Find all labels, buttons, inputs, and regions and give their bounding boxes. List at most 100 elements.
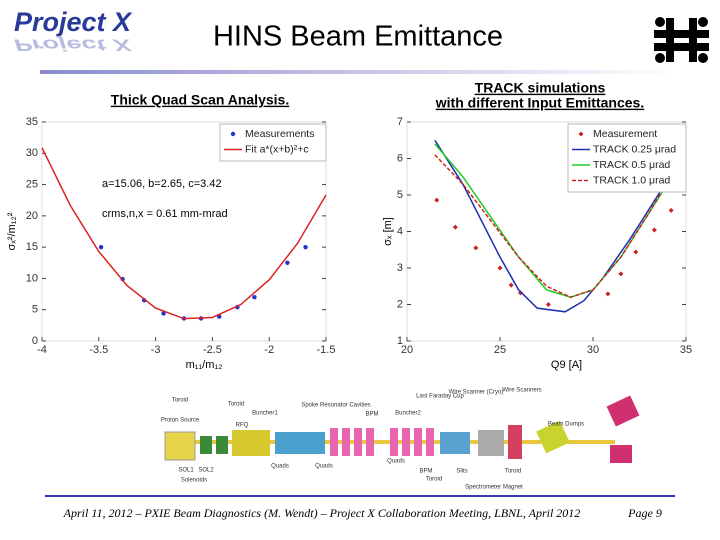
x-tick-label: 20 (401, 344, 413, 356)
plot-area (41, 121, 327, 342)
data-point (303, 244, 308, 250)
x-tick-label: -3.5 (89, 344, 108, 356)
quads (440, 432, 470, 454)
diagram-label: Buncher2 (395, 411, 421, 417)
x-axis-label: Q9 [A] (551, 359, 582, 371)
diagram-label: Quads (315, 464, 333, 470)
page-number: Page 9 (627, 506, 662, 520)
diagram-label: RFQ (236, 423, 249, 429)
data-point (618, 271, 624, 277)
y-tick-label: 20 (26, 210, 38, 222)
solenoid (216, 436, 228, 454)
fermilab-logo (654, 17, 709, 63)
y-tick-label: 1 (397, 335, 403, 347)
data-point (605, 291, 611, 297)
annotation: crms,n,x = 0.61 mm-mrad (102, 208, 228, 220)
beam-dump (610, 445, 632, 463)
data-point (508, 282, 514, 288)
x-tick-label: 25 (494, 344, 506, 356)
y-tick-label: 15 (26, 241, 38, 253)
legend-label: Measurement (593, 128, 657, 140)
spoke-cavities (330, 428, 434, 456)
y-tick-label: 5 (32, 304, 38, 316)
rfq (232, 430, 270, 456)
legend-label: TRACK 0.25 μrad (593, 143, 676, 155)
diagram-label: Spoke Resonator Cavities (301, 403, 370, 409)
diagram-label: Buncher1 (252, 411, 278, 417)
data-point (668, 207, 674, 213)
y-tick-label: 3 (397, 262, 403, 274)
x-tick-label: 35 (680, 344, 692, 356)
buncher-quads (275, 432, 325, 454)
series-line (434, 139, 687, 313)
diagnostics (478, 430, 504, 456)
legend-label: Measurements (245, 128, 314, 140)
y-axis-label: σₓ [m] (382, 217, 394, 246)
x-tick-label: -3 (151, 344, 161, 356)
diagram-label: Beam Dumps (548, 422, 584, 428)
beamline-diagram (150, 380, 690, 495)
diagram-label: Proton Source (161, 418, 200, 424)
beam-dump (606, 395, 640, 427)
y-tick-label: 2 (397, 298, 403, 310)
y-tick-label: 30 (26, 147, 38, 159)
legend-swatch (578, 131, 584, 137)
diagram-label: SOL1 (178, 468, 194, 474)
y-tick-label: 5 (397, 189, 403, 201)
diagram-label: Toroid (505, 469, 521, 475)
data-point (252, 295, 257, 300)
data-point (651, 227, 657, 233)
y-axis-label: σₓ²/m₁₂² (6, 212, 18, 250)
bend-line (536, 420, 570, 454)
logo-reflection: Project X (14, 36, 132, 54)
y-tick-label: 4 (397, 225, 403, 237)
diagram-label: BPM (419, 469, 432, 475)
chart-title: with different Input Emittances. (435, 95, 644, 111)
legend-swatch (230, 131, 236, 137)
data-point (517, 290, 523, 296)
x-axis-label: m₁₁/m₁₂ (186, 359, 223, 371)
chart-title: TRACK simulations (475, 80, 606, 96)
proton-source (164, 431, 196, 461)
y-tick-label: 10 (26, 272, 38, 284)
footer-text: April 11, 2012 – PXIE Beam Diagnostics (… (63, 506, 581, 520)
x-tick-label: -2.5 (203, 344, 222, 356)
y-tick-label: 7 (397, 116, 403, 128)
series-line (41, 147, 327, 320)
y-tick-label: 35 (26, 116, 38, 128)
data-point (452, 224, 458, 230)
diagram-label: Toroid (228, 402, 244, 408)
diagram-label: Wire Scanners (502, 388, 541, 394)
header-rule (40, 70, 680, 74)
x-tick-label: 30 (587, 344, 599, 356)
logo: Project X (14, 7, 133, 37)
data-point (497, 265, 503, 271)
y-tick-label: 25 (26, 178, 38, 190)
spectrometer-magnet (508, 425, 522, 459)
chart-title: Thick Quad Scan Analysis. (111, 92, 289, 108)
y-tick-label: 0 (32, 335, 38, 347)
data-point (161, 311, 166, 316)
data-point (473, 245, 479, 251)
diagram-label: Slits (456, 469, 467, 475)
diagram-label: Spectrometer Magnet (465, 485, 523, 491)
data-point (633, 249, 639, 255)
x-tick-label: -1.5 (317, 344, 336, 356)
diagram-label: Solenoids (181, 478, 207, 484)
data-point (434, 197, 440, 203)
diagram-label: Toroid (426, 477, 442, 483)
diagram-label: SOL2 (198, 468, 214, 474)
legend-label: TRACK 1.0 μrad (593, 174, 670, 186)
diagram-label: Toroid (172, 398, 188, 404)
y-tick-label: 6 (397, 152, 403, 164)
data-point (285, 260, 290, 265)
legend-box (219, 123, 327, 162)
slide-title: HINS Beam Emittance (213, 21, 503, 53)
data-point (98, 244, 104, 250)
legend-label: Fit a*(x+b)²+c (245, 143, 309, 155)
footer-rule (45, 495, 675, 497)
diagram-label: Wire Scanner (Cryo) (449, 390, 504, 396)
legend-label: TRACK 0.5 μrad (593, 159, 670, 171)
annotation: a=15.06, b=2.65, c=3.42 (102, 178, 222, 190)
